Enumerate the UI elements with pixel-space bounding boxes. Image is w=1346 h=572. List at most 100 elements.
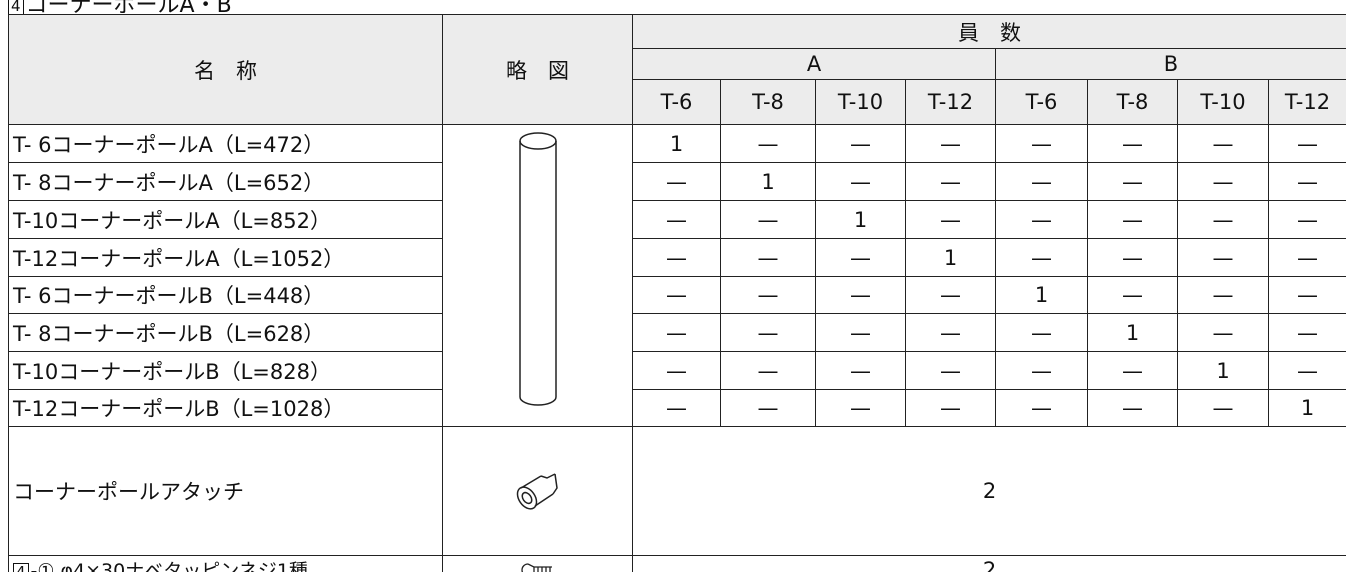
- table-row: T-10コーナーポールB（L=828） — — — — — —1—: [8, 351, 1346, 390]
- count-cell: —: [1177, 276, 1269, 314]
- header-cell: T-12: [905, 79, 996, 125]
- part-name-text: -① φ4×30ナベタッピンネジ1種: [30, 560, 308, 572]
- count-cell: —: [1087, 276, 1178, 314]
- header-cell: T-8: [720, 79, 816, 125]
- count-cell: 1: [905, 238, 996, 277]
- part-name: T-10コーナーポールB（L=828）: [8, 351, 443, 390]
- count-cell: —: [720, 124, 816, 163]
- count-cell: —: [995, 124, 1088, 163]
- part-name: コーナーポールアタッチ: [8, 426, 443, 556]
- table-row: T-6 T-8 T-10 T-12 T-6 T-8 T-10 T-12: [9, 79, 1346, 125]
- count-cell: —: [1177, 389, 1269, 427]
- count-cell: —: [1177, 200, 1269, 239]
- header-cell: T-10: [815, 79, 906, 125]
- count-cell: 1: [1177, 351, 1269, 390]
- count-cell: —: [1268, 276, 1346, 314]
- header-cell: T-10: [1177, 79, 1269, 125]
- count-cell: —: [995, 238, 1088, 277]
- count-cell: —: [905, 124, 996, 163]
- count-cell: —: [1087, 162, 1178, 201]
- count-cell: —: [1177, 238, 1269, 277]
- count-cell: —: [905, 162, 996, 201]
- count-cell: —: [1177, 162, 1269, 201]
- count-cell: —: [720, 200, 816, 239]
- part-name: T- 8コーナーポールB（L=628）: [8, 313, 443, 352]
- count-cell: —: [1177, 124, 1269, 163]
- count-cell: —: [905, 313, 996, 352]
- count-cell: —: [632, 276, 721, 314]
- count-cell: 1: [1268, 389, 1346, 427]
- count-cell: —: [905, 200, 996, 239]
- title-number: 4: [8, 0, 24, 15]
- count-cell: —: [720, 276, 816, 314]
- count-cell: —: [995, 351, 1088, 390]
- header-cell: T-8: [1087, 79, 1178, 125]
- part-name: T-10コーナーポールA（L=852）: [8, 200, 443, 239]
- sketch-cell: [442, 124, 633, 427]
- count-cell: —: [815, 389, 906, 427]
- sketch-cell: [442, 426, 633, 556]
- count-cell: —: [815, 162, 906, 201]
- count-cell: —: [995, 313, 1088, 352]
- count-cell: 1: [995, 276, 1088, 314]
- count-cell: —: [815, 276, 906, 314]
- count-cell: 2: [632, 426, 1346, 556]
- part-name: T- 6コーナーポールB（L=448）: [8, 276, 443, 314]
- count-cell: —: [905, 351, 996, 390]
- part-name: T-12コーナーポールB（L=1028）: [8, 389, 443, 427]
- count-cell: —: [815, 313, 906, 352]
- count-cell: —: [720, 313, 816, 352]
- count-cell: —: [632, 389, 721, 427]
- count-cell: —: [720, 389, 816, 427]
- count-cell: —: [995, 200, 1088, 239]
- count-cell: —: [1268, 200, 1346, 239]
- count-cell: —: [1268, 351, 1346, 390]
- table-row: T- 8コーナーポールB（L=628） — — — — —1— —: [8, 313, 1346, 352]
- sketch-icon: [518, 132, 557, 406]
- count-cell: —: [1177, 313, 1269, 352]
- header-cell: 名 称: [8, 14, 443, 125]
- header-cell: T-12: [1268, 79, 1346, 125]
- part-name: T- 6コーナーポールA（L=472）: [8, 124, 443, 163]
- count-cell: —: [720, 351, 816, 390]
- header-cell: A: [632, 48, 996, 80]
- header-cell: T-6: [995, 79, 1088, 125]
- table-row: コーナーポールアタッチ 2: [8, 426, 1346, 556]
- count-cell: —: [815, 238, 906, 277]
- sketch-icon: [520, 562, 552, 572]
- table-row: T-12コーナーポールB（L=1028） — — — — — — —1: [8, 389, 1346, 427]
- count-cell: —: [995, 389, 1088, 427]
- table-row: T- 6コーナーポールA（L=472） 1— — — — — — —: [8, 124, 1346, 427]
- part-number: 4: [13, 562, 29, 572]
- parts-table: 名 称略 図員 数 A B T-6 T-8 T-10 T-12 T-6 T-8 T-10 T-12 T…: [8, 14, 1346, 572]
- count-cell: —: [995, 162, 1088, 201]
- table-row: T- 8コーナーポールA（L=652） —1— — — — — —: [8, 162, 1346, 201]
- count-cell: —: [815, 124, 906, 163]
- part-name: 4 -① φ4×30ナベタッピンネジ1種: [8, 555, 443, 572]
- sketch-cell: [442, 555, 633, 572]
- count-cell: —: [1087, 238, 1178, 277]
- count-cell: —: [632, 351, 721, 390]
- count-cell: —: [720, 238, 816, 277]
- count-cell: —: [1268, 124, 1346, 163]
- sketch-icon: [516, 473, 558, 510]
- count-cell: —: [1087, 200, 1178, 239]
- table-row: 4 -① φ4×30ナベタッピンネジ1種 2: [8, 555, 1346, 572]
- count-cell: —: [1268, 238, 1346, 277]
- table-row: 名 称略 図員 数: [8, 14, 1346, 125]
- count-cell: —: [1087, 389, 1178, 427]
- title-text: コーナーポールA・B: [25, 0, 232, 18]
- count-cell: —: [1268, 162, 1346, 201]
- count-cell: —: [632, 313, 721, 352]
- count-cell: —: [815, 351, 906, 390]
- count-cell: 1: [632, 124, 721, 163]
- table-row: T- 6コーナーポールB（L=448） — — — —1— — —: [8, 276, 1346, 314]
- count-cell: 2: [632, 555, 1346, 572]
- header-cell: 略 図: [442, 14, 633, 125]
- part-name: T- 8コーナーポールA（L=652）: [8, 162, 443, 201]
- count-cell: —: [632, 238, 721, 277]
- header-cell: B: [995, 48, 1346, 80]
- count-cell: 1: [1087, 313, 1178, 352]
